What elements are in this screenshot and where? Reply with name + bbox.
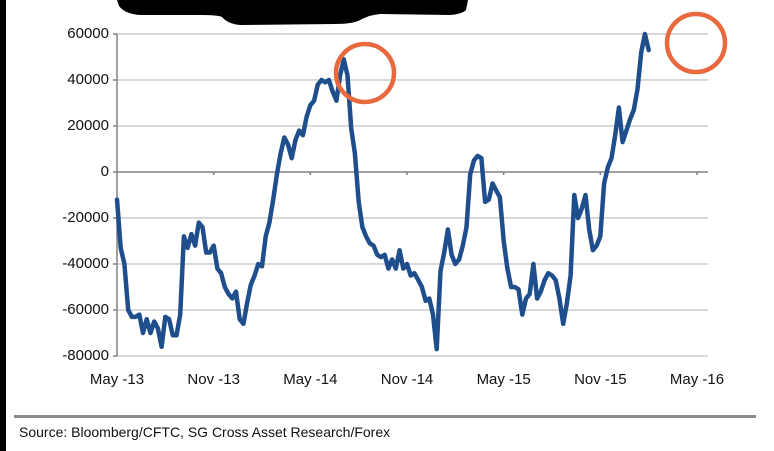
- y-tick-label: 60000: [67, 25, 109, 42]
- y-tick-label: -60000: [62, 301, 109, 318]
- source-divider: [14, 415, 756, 418]
- data-line: [114, 31, 651, 352]
- source-note: Source: Bloomberg/CFTC, SG Cross Asset R…: [19, 424, 391, 440]
- left-black-edge: [0, 0, 6, 451]
- y-tick-label: -80000: [62, 347, 109, 364]
- x-tick-label: May -16: [669, 371, 725, 388]
- x-tick-label: Nov -13: [187, 371, 240, 388]
- y-tick-label: 40000: [67, 71, 109, 88]
- x-tick-label: May -13: [89, 371, 145, 388]
- y-tick-label: -40000: [62, 255, 109, 272]
- x-tick-label: Nov -15: [574, 371, 627, 388]
- x-tick-label: May -14: [283, 371, 338, 388]
- y-tick-label: -20000: [62, 209, 109, 226]
- y-tick-label: 0: [100, 163, 109, 180]
- x-tick-label: May -15: [476, 371, 531, 388]
- highlight-circle-may16: [664, 11, 728, 75]
- x-tick-label: Nov -14: [380, 371, 434, 388]
- highlight-circle-may14: [333, 41, 397, 105]
- redaction-blob: [117, 0, 468, 25]
- y-tick-label: 20000: [67, 117, 109, 134]
